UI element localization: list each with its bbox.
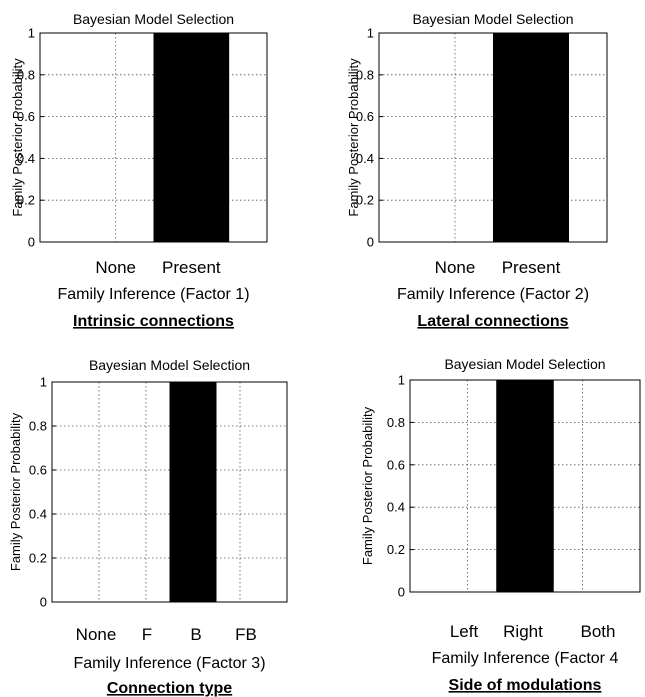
chart4-category-label: Both bbox=[581, 622, 616, 641]
chart2-bar-present bbox=[493, 33, 569, 242]
chart2-title: Bayesian Model Selection bbox=[412, 11, 573, 27]
chart1-category-label: Present bbox=[162, 258, 221, 277]
chart4-ytick-label: 0.2 bbox=[387, 542, 405, 557]
chart1-ytick-label: 0.8 bbox=[17, 67, 35, 82]
chart2-xlabel: Family Inference (Factor 2) bbox=[397, 286, 589, 303]
chart2-ytick-label: 0.6 bbox=[356, 109, 374, 124]
chart2-ytick-label: 0.8 bbox=[356, 67, 374, 82]
chart2-ytick-label: 0 bbox=[367, 235, 374, 250]
chart4-title: Bayesian Model Selection bbox=[444, 356, 605, 372]
chart4-bar-right bbox=[496, 380, 554, 592]
chart3-ytick-label: 0.2 bbox=[29, 551, 47, 566]
chart2-category-label: None bbox=[435, 258, 476, 277]
chart4-axes-frame bbox=[409, 379, 641, 593]
chart4-ytick-label: 0 bbox=[398, 585, 405, 600]
chart2-ytick-label: 0.4 bbox=[356, 151, 374, 166]
chart4-ylabel: Family Posterior Probability bbox=[360, 406, 375, 565]
chart4-caption: Side of modulations bbox=[449, 677, 602, 694]
chart3-ytick-label: 0 bbox=[40, 595, 47, 610]
chart2-ytick-label: 1 bbox=[367, 26, 374, 41]
chart4-category-label: Right bbox=[503, 622, 543, 641]
chart2-ytick-label: 0.2 bbox=[356, 193, 374, 208]
chart4-ytick-label: 0.8 bbox=[387, 415, 405, 430]
chart3-category-label: F bbox=[142, 625, 152, 644]
chart3-ytick-label: 0.4 bbox=[29, 507, 47, 522]
chart2-axes-frame bbox=[378, 32, 608, 243]
chart1-ytick-label: 0 bbox=[28, 235, 35, 250]
chart1-ytick-label: 0.2 bbox=[17, 193, 35, 208]
chart1-bar-present bbox=[153, 33, 230, 242]
chart2-ylabel: Family Posterior Probability bbox=[346, 58, 361, 217]
chart1-ytick-label: 0.4 bbox=[17, 151, 35, 166]
chart1-title: Bayesian Model Selection bbox=[73, 11, 234, 27]
chart3-xlabel: Family Inference (Factor 3) bbox=[73, 655, 265, 672]
chart3-axes-frame bbox=[51, 381, 288, 603]
chart3-title: Bayesian Model Selection bbox=[89, 357, 250, 373]
chart4-ytick-label: 0.4 bbox=[387, 500, 405, 515]
chart1-category-label: None bbox=[95, 258, 136, 277]
chart1-ytick-label: 1 bbox=[28, 26, 35, 41]
chart4-ytick-label: 1 bbox=[398, 373, 405, 388]
chart4-ytick-label: 0.6 bbox=[387, 457, 405, 472]
chart1-xlabel: Family Inference (Factor 1) bbox=[57, 286, 249, 303]
chart3-category-label: B bbox=[190, 625, 201, 644]
chart3-bar-b bbox=[169, 382, 217, 602]
chart1-ytick-label: 0.6 bbox=[17, 109, 35, 124]
chart3-category-label: FB bbox=[235, 625, 257, 644]
chart4-category-label: Left bbox=[450, 622, 479, 641]
chart1-caption: Intrinsic connections bbox=[73, 313, 234, 330]
chart4-xlabel: Family Inference (Factor 4 bbox=[432, 650, 619, 667]
chart1-ylabel: Family Posterior Probability bbox=[10, 58, 25, 217]
chart3-ytick-label: 0.8 bbox=[29, 419, 47, 434]
chart3-category-label: None bbox=[76, 625, 117, 644]
chart3-ytick-label: 1 bbox=[40, 375, 47, 390]
chart3-ylabel: Family Posterior Probability bbox=[8, 412, 23, 571]
chart3-caption: Connection type bbox=[107, 680, 232, 697]
chart3-ytick-label: 0.6 bbox=[29, 463, 47, 478]
chart1-axes-frame bbox=[39, 32, 268, 243]
chart2-category-label: Present bbox=[502, 258, 561, 277]
chart2-caption: Lateral connections bbox=[417, 313, 568, 330]
